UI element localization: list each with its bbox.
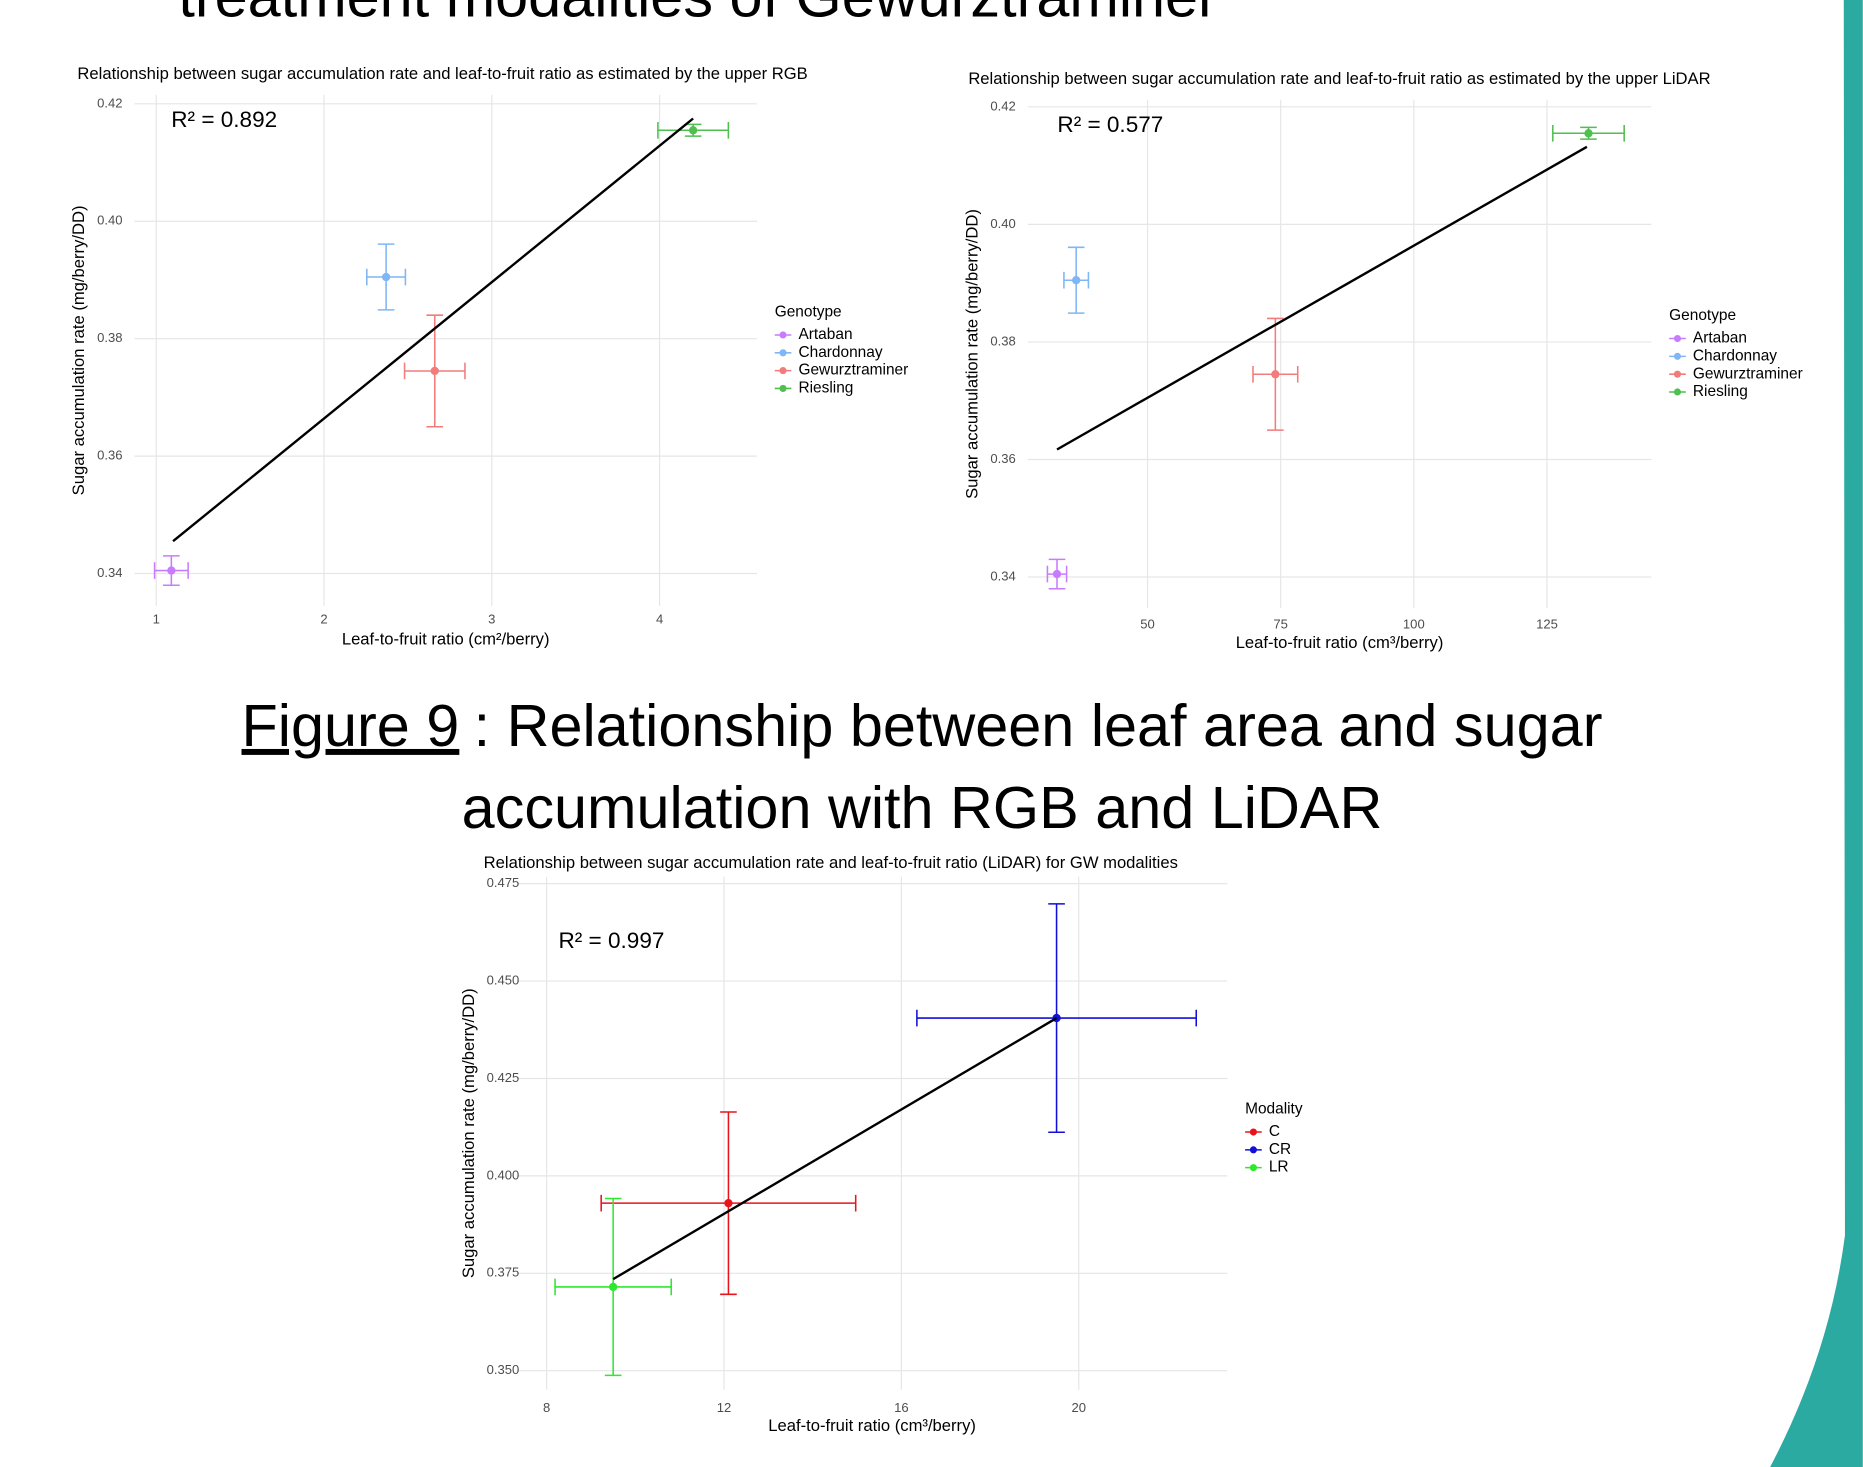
legend-key-dot: [1249, 1164, 1257, 1172]
y-tick-label: 0.36: [990, 451, 1015, 466]
y-tick-label: 0.42: [990, 98, 1015, 113]
legend-label: Riesling: [798, 380, 853, 397]
legend-key-dot: [779, 349, 787, 357]
point: [381, 272, 391, 282]
legend-label: C: [1269, 1123, 1280, 1140]
y-tick-label: 0.42: [97, 95, 122, 110]
y-tick-label: 0.36: [97, 448, 122, 463]
legend-key-dot: [779, 331, 787, 339]
legend-key-dot: [779, 384, 787, 392]
x-tick-label: 75: [1273, 616, 1288, 631]
y-tick-label: 0.425: [487, 1070, 520, 1085]
legend-label: Gewurztraminer: [798, 362, 908, 379]
y-tick-label: 0.350: [487, 1362, 520, 1377]
legend-label: Artaban: [798, 326, 852, 343]
legend-key-dot: [779, 367, 787, 375]
point: [430, 366, 439, 376]
regression-line: [172, 117, 694, 543]
x-tick-label: 1: [153, 612, 160, 627]
legend-label: Riesling: [1693, 383, 1748, 400]
legend-label: Chardonnay: [1693, 347, 1777, 364]
figure-label: Figure 9: [242, 692, 460, 759]
legend-label: Chardonnay: [798, 344, 882, 361]
y-tick-label: 0.38: [97, 330, 122, 345]
y-axis-label: Sugar accumulation rate (mg/berry/DD): [69, 205, 88, 495]
annotation: R² = 0.892: [171, 107, 277, 132]
legend-label: CR: [1269, 1141, 1291, 1158]
caption-text: : Relationship between leaf area and sug…: [474, 692, 1603, 759]
x-tick-label: 16: [894, 1400, 909, 1415]
y-tick-label: 0.375: [487, 1265, 520, 1280]
point: [1052, 569, 1062, 579]
x-tick-label: 20: [1071, 1400, 1086, 1415]
chart-title: Relationship between sugar accumulation …: [77, 64, 807, 83]
regression-line: [1056, 145, 1588, 451]
decor-shape: [1770, 0, 1863, 1467]
y-tick-label: 0.38: [990, 333, 1015, 348]
x-tick-label: 125: [1536, 616, 1558, 631]
y-tick-label: 0.40: [990, 216, 1015, 231]
annotation: R² = 0.997: [559, 928, 665, 953]
x-axis-label: Leaf-to-fruit ratio (cm³/berry): [1236, 633, 1444, 652]
y-tick-label: 0.475: [487, 875, 520, 890]
chart-title: Relationship between sugar accumulation …: [968, 69, 1710, 88]
legend-key-dot: [1673, 388, 1682, 396]
legend-key-dot: [1673, 370, 1682, 378]
x-axis-label: Leaf-to-fruit ratio (cm³/berry): [768, 1416, 976, 1435]
y-tick-label: 0.34: [97, 565, 122, 580]
point: [688, 126, 698, 135]
point: [609, 1282, 618, 1292]
legend-key-dot: [1673, 352, 1682, 360]
y-tick-label: 0.400: [487, 1167, 520, 1182]
legend-label: Artaban: [1693, 330, 1747, 347]
legend-label: Gewurztraminer: [1693, 365, 1803, 382]
y-tick-label: 0.40: [97, 213, 122, 228]
annotation: R² = 0.577: [1057, 112, 1163, 137]
x-tick-label: 8: [543, 1400, 550, 1415]
chart-title: Relationship between sugar accumulation …: [484, 853, 1178, 872]
x-tick-label: 12: [717, 1400, 732, 1415]
legend-title: Genotype: [775, 303, 842, 320]
x-tick-label: 50: [1140, 616, 1155, 631]
y-tick-label: 0.450: [487, 973, 520, 988]
legend-key-dot: [1249, 1146, 1257, 1154]
legend-key-dot: [1249, 1128, 1257, 1136]
legend-label: LR: [1269, 1159, 1289, 1176]
point: [1072, 276, 1081, 285]
figure-caption-line: Figure 9: Relationship between leaf area…: [242, 692, 1603, 759]
y-axis-label: Sugar accumulation rate (mg/berry/DD): [962, 209, 981, 499]
legend-title: Modality: [1245, 1101, 1303, 1118]
x-tick-label: 2: [320, 612, 327, 627]
x-tick-label: 3: [488, 612, 495, 627]
legend-key-dot: [1673, 334, 1682, 343]
x-axis-label: Leaf-to-fruit ratio (cm²/berry): [342, 630, 550, 649]
regression-line: [612, 1017, 1058, 1281]
point: [724, 1198, 733, 1208]
point: [167, 566, 176, 575]
y-tick-label: 0.34: [990, 568, 1015, 583]
figure-caption-line: accumulation with RGB and LiDAR: [462, 774, 1383, 841]
x-tick-label: 100: [1403, 616, 1425, 631]
point: [1271, 370, 1280, 379]
x-tick-label: 4: [656, 612, 663, 627]
slide-heading: treatment modalities of Gewurztraminer: [178, 0, 1217, 30]
point: [1584, 129, 1593, 138]
legend-title: Genotype: [1669, 307, 1736, 324]
y-axis-label: Sugar accumulation rate (mg/berry/DD): [459, 988, 478, 1278]
